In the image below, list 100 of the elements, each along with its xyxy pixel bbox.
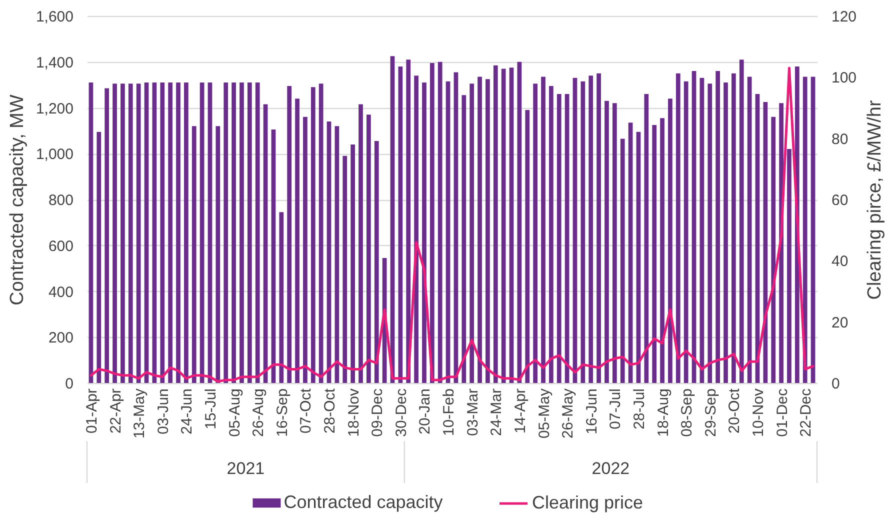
bar — [287, 86, 292, 383]
bar — [708, 84, 712, 383]
bar — [240, 82, 244, 383]
bar — [620, 138, 625, 383]
bar — [636, 132, 641, 383]
bar — [810, 76, 816, 383]
x-tick-label: 05-Aug — [226, 388, 244, 437]
text: 2022 — [592, 459, 630, 478]
bar — [184, 82, 188, 383]
bar — [318, 84, 324, 383]
y-tick-label: 1,000 — [36, 146, 74, 164]
bar — [660, 118, 664, 383]
y2-tick-label: 120 — [832, 8, 857, 26]
x-tick-label: 09-Dec — [369, 388, 386, 437]
bar — [716, 71, 720, 383]
x-tick-label: 26-May — [560, 388, 577, 439]
y2-tick-label: 60 — [832, 192, 848, 209]
bar — [112, 84, 117, 383]
x-tick-label: 15-Jul — [202, 388, 220, 430]
bar — [549, 86, 554, 383]
legend-label: Contracted capacity — [284, 492, 443, 512]
y-tick-label: 1,200 — [36, 100, 74, 118]
bar — [470, 84, 474, 383]
bar — [279, 212, 284, 383]
bar — [224, 82, 228, 383]
bar — [604, 100, 609, 383]
bar — [176, 82, 180, 383]
x-tick-label: 01-Dec — [774, 388, 791, 437]
y2-tick-label: 80 — [832, 130, 848, 148]
bar — [247, 82, 252, 383]
x-tick-label: 28-Jul — [630, 388, 648, 430]
bar — [724, 82, 728, 383]
bar — [676, 73, 680, 383]
x-tick-label: 03-Jun — [154, 388, 172, 434]
x-tick-label: 07-Jul — [607, 388, 624, 430]
bar — [501, 68, 506, 383]
bar — [802, 76, 808, 383]
bar — [684, 81, 688, 383]
bar — [334, 126, 340, 383]
bar — [596, 73, 601, 383]
bar — [192, 126, 196, 383]
x-tick-label: 24-Mar — [488, 388, 506, 436]
bar — [255, 82, 260, 383]
y-tick-label: 800 — [48, 192, 74, 209]
y2-tick-label: 0 — [832, 376, 840, 392]
bar — [454, 72, 458, 383]
bar — [374, 141, 379, 383]
bar — [326, 122, 332, 383]
x-tick-label: 05-May — [536, 388, 553, 439]
bar — [136, 84, 141, 383]
x-tick-label: 30-Dec — [392, 388, 410, 437]
bar — [478, 76, 482, 383]
bar — [128, 84, 133, 383]
bar — [144, 82, 149, 383]
bar — [588, 76, 594, 383]
bar — [168, 82, 172, 383]
bar — [232, 82, 236, 383]
bar — [787, 149, 792, 383]
bar — [580, 81, 586, 383]
x-tick-label: 29-Sep — [702, 388, 720, 437]
bar — [668, 98, 672, 383]
x-tick-label: 16-Jun — [583, 388, 600, 434]
bar — [509, 68, 514, 383]
bar — [422, 82, 426, 383]
bar — [556, 94, 562, 383]
bar — [541, 76, 546, 383]
x-tick-label: 26-Aug — [250, 388, 268, 437]
x-tick-label: 13-May — [131, 388, 148, 439]
x-tick-label: 14-Apr — [512, 388, 529, 434]
y-tick-label: 1,600 — [36, 8, 74, 26]
bar — [310, 87, 316, 383]
y-tick-label: 0 — [65, 376, 74, 392]
x-tick-label: 22-Dec — [798, 388, 815, 437]
bar — [216, 126, 220, 383]
line-series — [90, 66, 814, 383]
bar — [208, 82, 212, 383]
x-tick-label: 01-Apr — [83, 388, 100, 434]
bar — [295, 98, 300, 383]
bar — [446, 81, 450, 383]
legend-label: Clearing price — [532, 492, 644, 512]
x-tick-label: 28-Oct — [322, 388, 339, 434]
bar — [200, 82, 204, 383]
x-tick-label: 07-Oct — [298, 388, 315, 434]
x-tick-label: 18-Aug — [654, 388, 672, 437]
bar — [486, 79, 490, 383]
bar — [96, 132, 102, 383]
bar — [120, 84, 125, 383]
text: 2021 — [226, 459, 265, 478]
bar — [303, 116, 308, 383]
bar — [263, 104, 268, 383]
x-tick-label: 20-Jan — [416, 388, 434, 434]
bar — [525, 110, 530, 383]
x-tick-label: 08-Sep — [678, 388, 696, 437]
y2-tick-label: 20 — [832, 314, 848, 332]
x-tick-label: 18-Nov — [345, 388, 362, 437]
bar — [462, 95, 466, 383]
bar — [572, 78, 578, 383]
bar — [763, 102, 768, 383]
bar — [398, 66, 403, 383]
bar — [747, 76, 752, 383]
